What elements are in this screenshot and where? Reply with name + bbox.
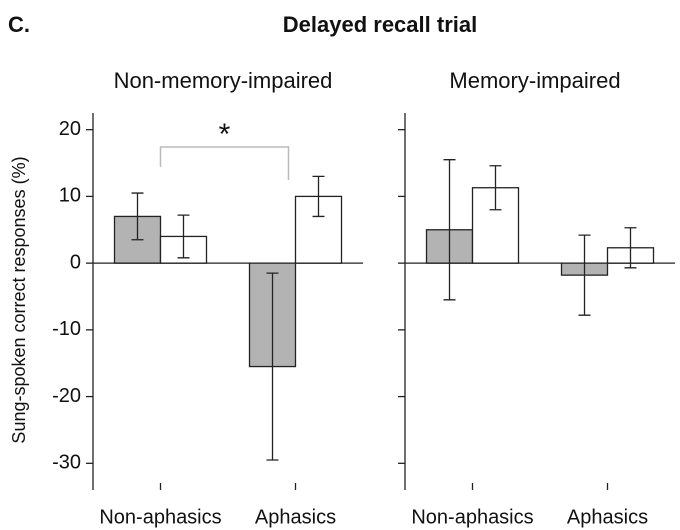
y-axis-label: Sung-spoken correct responses (%) <box>9 156 29 443</box>
error-bar <box>131 192 144 241</box>
y-tick-label: 10 <box>59 185 81 207</box>
y-tick-label: 20 <box>59 118 81 140</box>
error-bar <box>177 214 190 259</box>
error-bar <box>312 175 325 218</box>
chart-title: Delayed recall trial <box>283 12 477 37</box>
panel-label: C. <box>8 12 30 37</box>
x-tick-label: Aphasics <box>255 506 336 528</box>
panel-title: Non-memory-impaired <box>114 68 333 93</box>
panel-title: Memory-impaired <box>449 68 620 93</box>
error-bar <box>266 272 279 461</box>
y-tick-label: -10 <box>52 318 81 340</box>
x-tick-label: Aphasics <box>567 506 648 528</box>
error-bar <box>624 227 637 269</box>
annotation: * <box>219 118 231 151</box>
error-bar <box>578 234 591 316</box>
x-tick-label: Non-aphasics <box>411 506 533 528</box>
y-tick-label: -30 <box>52 452 81 474</box>
error-bar <box>489 165 502 211</box>
y-tick-label: -20 <box>52 385 81 407</box>
error-bar <box>443 159 456 301</box>
y-tick-label: 0 <box>70 251 81 273</box>
significance-bracket <box>159 146 290 180</box>
x-tick-label: Non-aphasics <box>99 506 221 528</box>
